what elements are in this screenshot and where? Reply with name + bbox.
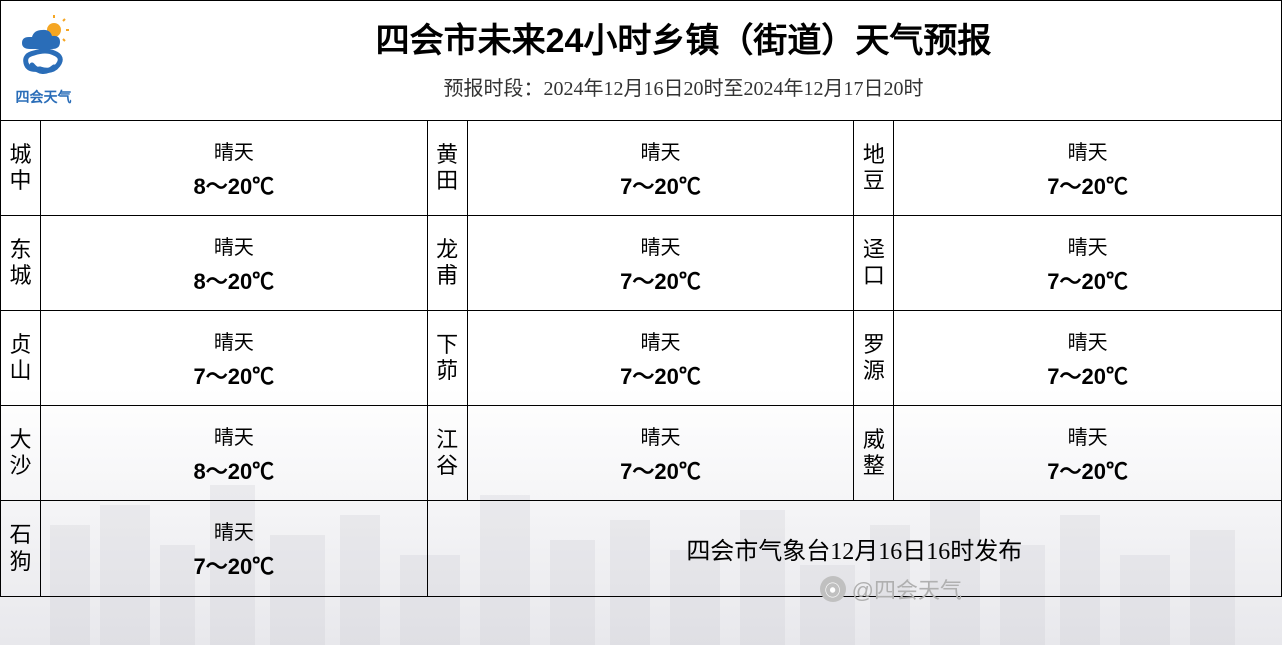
town-name: 贞山 [1,311,41,406]
town-forecast: 晴天7～20℃ [894,121,1281,216]
town-forecast: 晴天7～20℃ [894,406,1281,501]
town-forecast: 晴天8～20℃ [41,121,428,216]
town-forecast: 晴天7～20℃ [468,311,855,406]
page-title: 四会市未来24小时乡镇（街道）天气预报 [86,13,1281,62]
town-name: 城中 [1,121,41,216]
town-name: 迳口 [854,216,894,311]
town-name: 大沙 [1,406,41,501]
title-box: 四会市未来24小时乡镇（街道）天气预报 预报时段：2024年12月16日20时至… [86,1,1281,101]
town-name: 威整 [854,406,894,501]
forecast-grid: 城中 晴天8～20℃ 黄田 晴天7～20℃ 地豆 晴天7～20℃ 东城 晴天8～… [0,120,1282,597]
town-forecast: 晴天7～20℃ [468,216,855,311]
watermark: ⦿ @四会天气 [820,573,962,605]
forecast-period: 预报时段：2024年12月16日20时至2024年12月17日20时 [86,72,1281,101]
weather-logo-icon [14,15,74,85]
logo-box: 四会天气 [1,1,86,120]
logo-text: 四会天气 [16,87,72,107]
town-name: 罗源 [854,311,894,406]
town-forecast: 晴天7～20℃ [41,311,428,406]
town-name: 地豆 [854,121,894,216]
town-name: 石狗 [1,501,41,596]
town-name: 东城 [1,216,41,311]
town-forecast: 晴天7～20℃ [894,311,1281,406]
town-name: 下茆 [428,311,468,406]
watermark-text: @四会天气 [852,573,962,605]
town-forecast: 晴天7～20℃ [468,406,855,501]
header-row: 四会天气 四会市未来24小时乡镇（街道）天气预报 预报时段：2024年12月16… [0,0,1282,120]
town-name: 龙甫 [428,216,468,311]
town-forecast: 晴天8～20℃ [41,406,428,501]
weibo-icon: ⦿ [820,576,846,602]
town-name: 江谷 [428,406,468,501]
town-forecast: 晴天8～20℃ [41,216,428,311]
town-forecast: 晴天7～20℃ [41,501,428,596]
town-forecast: 晴天7～20℃ [894,216,1281,311]
town-name: 黄田 [428,121,468,216]
town-forecast: 晴天7～20℃ [468,121,855,216]
